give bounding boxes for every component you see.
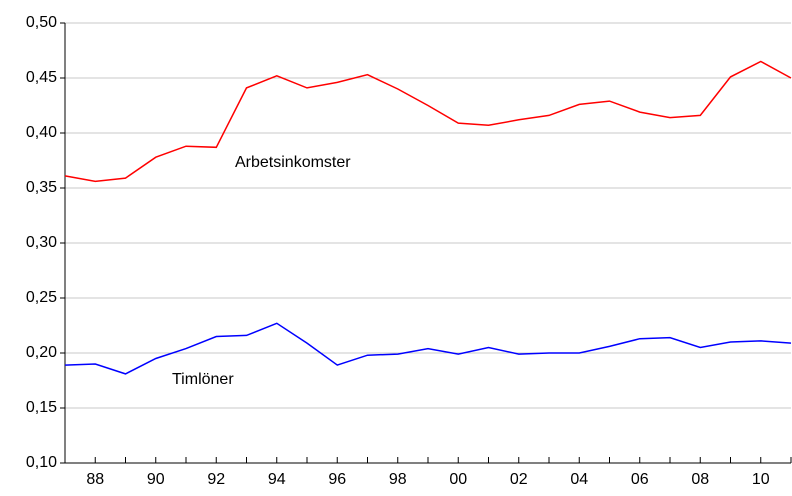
y-tick-label: 0,30 — [26, 234, 57, 251]
y-tick-label: 0,15 — [26, 399, 57, 416]
series-label: Arbetsinkomster — [235, 154, 351, 171]
x-tick-label: 92 — [207, 471, 225, 488]
series-line — [64, 60, 792, 183]
y-tick-label: 0,40 — [26, 124, 57, 141]
x-tick-label: 10 — [752, 471, 770, 488]
x-tick-label: 06 — [631, 471, 649, 488]
y-tick-label: 0,50 — [26, 14, 57, 31]
x-tick-label: 90 — [147, 471, 165, 488]
x-tick-label: 94 — [268, 471, 286, 488]
y-tick-label: 0,20 — [26, 344, 57, 361]
x-tick-label: 98 — [389, 471, 407, 488]
x-tick-label: 88 — [86, 471, 104, 488]
y-tick-label: 0,25 — [26, 289, 57, 306]
series-label: Timlöner — [172, 371, 234, 388]
series-line — [64, 322, 792, 375]
y-tick-label: 0,45 — [26, 69, 57, 86]
x-tick-label: 00 — [449, 471, 467, 488]
y-tick-label: 0,35 — [26, 179, 57, 196]
x-tick-label: 08 — [691, 471, 709, 488]
x-tick-label: 02 — [510, 471, 528, 488]
x-tick-label: 96 — [328, 471, 346, 488]
y-tick-label: 0,10 — [26, 454, 57, 471]
x-tick-label: 04 — [570, 471, 588, 488]
